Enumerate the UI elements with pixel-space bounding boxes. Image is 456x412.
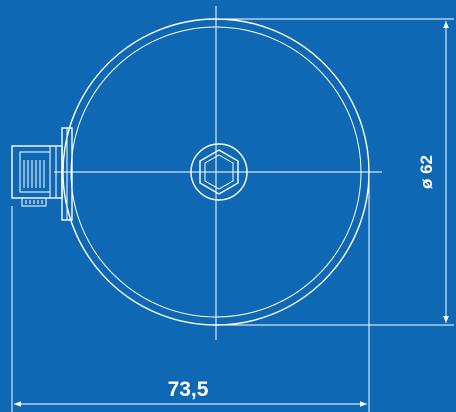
connector-clip bbox=[21, 197, 47, 207]
overall-width-label: 73,5 bbox=[168, 378, 209, 401]
diameter-label: ø 62 bbox=[417, 155, 436, 189]
hex-socket-inner bbox=[204, 154, 234, 190]
connector-pins bbox=[23, 160, 45, 204]
hub-circle bbox=[190, 143, 248, 201]
hex-socket bbox=[199, 149, 239, 195]
